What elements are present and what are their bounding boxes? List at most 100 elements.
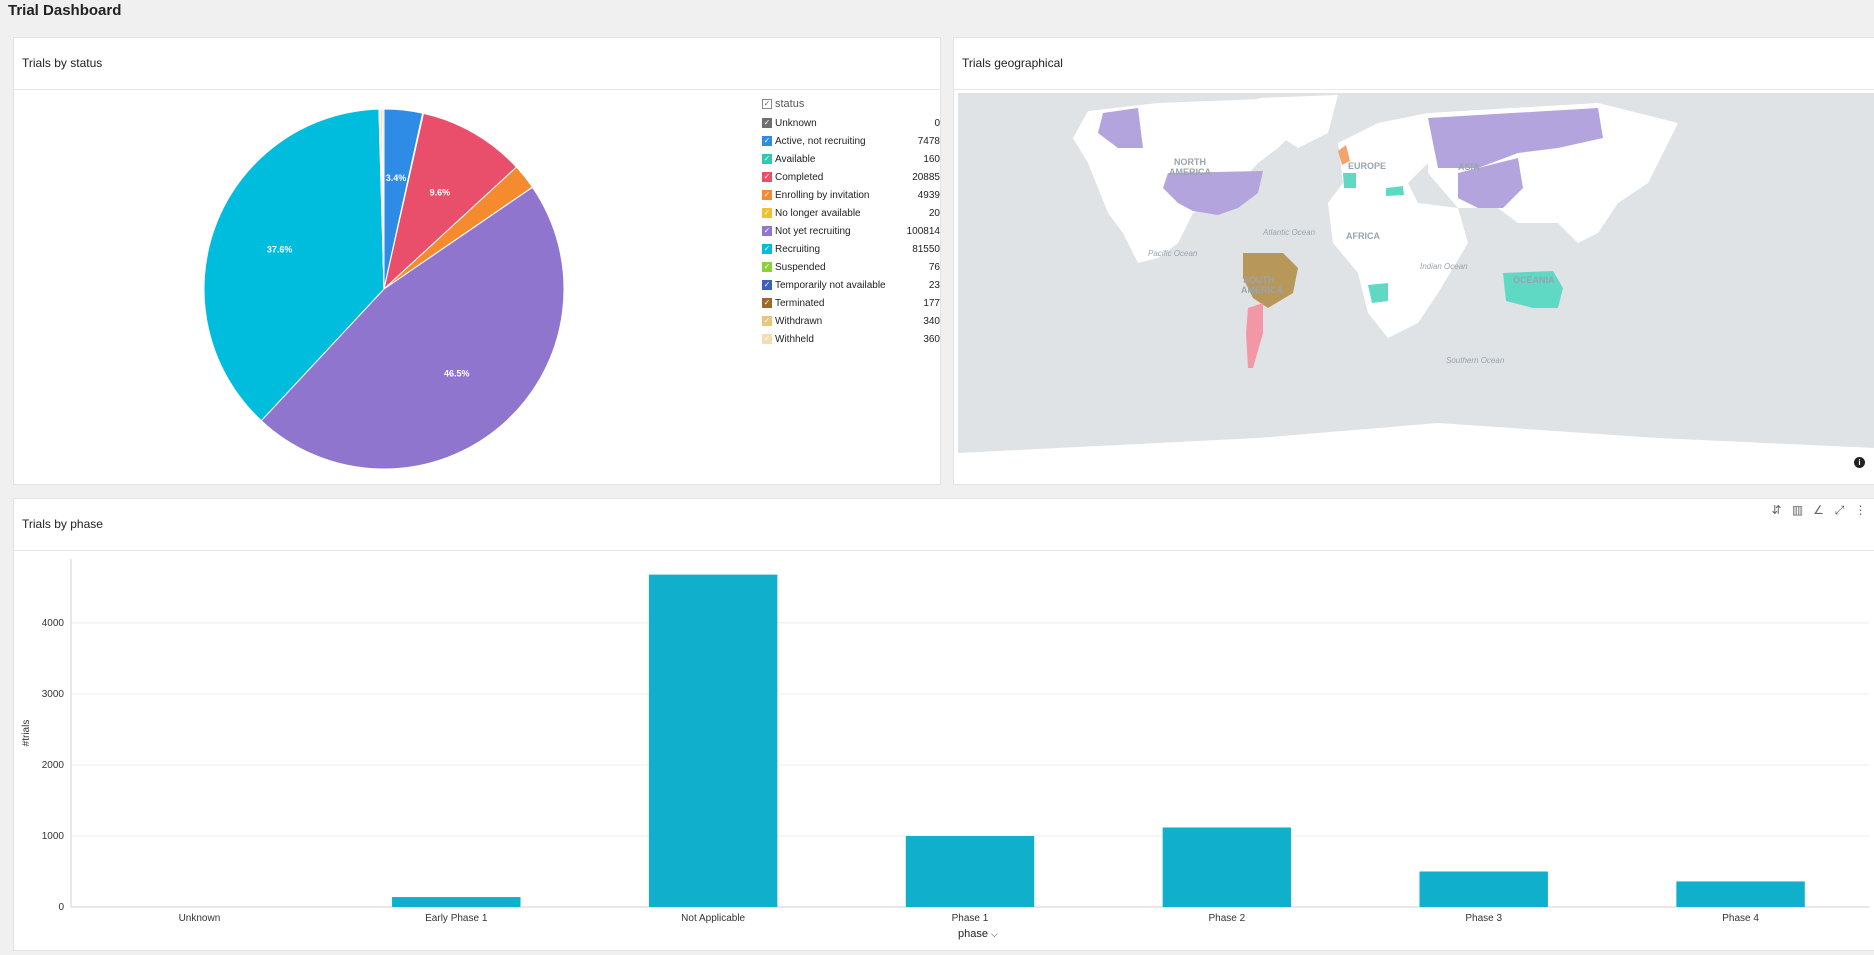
legend-checkbox[interactable]: ✓ xyxy=(762,280,772,290)
x-tick-label: Not Applicable xyxy=(681,913,745,924)
pie-slice[interactable] xyxy=(383,112,518,291)
legend-item-label: Withdrawn xyxy=(775,315,823,327)
legend-checkbox[interactable]: ✓ xyxy=(762,226,772,236)
x-axis-title-dropdown[interactable]: phase ⌵ xyxy=(958,928,998,940)
geo-panel: Trials geographical NORTH AMERICA xyxy=(953,37,1874,485)
world-map-svg: NORTH AMERICA EUROPE ASIA AFRICA SOUTH A… xyxy=(958,95,1874,476)
legend-item[interactable]: ✓ Enrolling by invitation 4939 xyxy=(762,186,942,204)
legend-checkbox[interactable]: ✓ xyxy=(762,172,772,182)
pie-slice[interactable] xyxy=(381,108,385,290)
bar[interactable] xyxy=(905,835,1035,907)
legend-item[interactable]: ✓ Available 160 xyxy=(762,150,942,168)
label-south-america-2: AMERICA xyxy=(1241,285,1283,295)
brazil-region xyxy=(1243,253,1298,308)
status-pie-chart: 3.4% 9.6% 46.5% 37.6% xyxy=(203,108,565,470)
legend-checkbox[interactable]: ✓ xyxy=(762,118,772,128)
legend-item-count: 160 xyxy=(923,153,940,165)
legend-checkbox[interactable]: ✓ xyxy=(762,334,772,344)
greenland-landmass xyxy=(1258,95,1338,148)
x-tick-label: Early Phase 1 xyxy=(425,913,488,924)
label-southern: Southern Ocean xyxy=(1446,356,1505,365)
legend-item[interactable]: ✓ Completed 20885 xyxy=(762,168,942,186)
china-region xyxy=(1458,158,1523,208)
legend-item-label: Withheld xyxy=(775,333,814,345)
legend-item[interactable]: ✓ Withdrawn 340 xyxy=(762,312,942,330)
pie-data-label: 9.6% xyxy=(430,187,451,197)
info-icon[interactable]: i xyxy=(1854,457,1865,468)
legend-item[interactable]: ✓ Unknown 0 xyxy=(762,114,942,132)
x-axis-title: phase xyxy=(958,928,988,940)
legend-item-count: 76 xyxy=(928,261,940,273)
y-tick-label: 3000 xyxy=(42,689,65,700)
label-north-america-1: NORTH xyxy=(1174,157,1206,167)
legend-item[interactable]: ✓ No longer available 20 xyxy=(762,204,942,222)
legend-checkbox[interactable]: ✓ xyxy=(762,190,772,200)
bar[interactable] xyxy=(1676,881,1805,907)
phase-panel: Trials by phase ⇵ ▥ ∠ ⤢ ⋮ 0 1000 2000 3000 4… xyxy=(13,498,1874,951)
turkey-region xyxy=(1386,186,1404,196)
bar[interactable] xyxy=(648,574,778,907)
legend-item-label: Not yet recruiting xyxy=(775,225,851,237)
legend-item-count: 340 xyxy=(923,315,940,327)
legend-checkbox[interactable]: ✓ xyxy=(762,136,772,146)
y-tick-label: 4000 xyxy=(42,618,65,629)
x-tick-label: Phase 3 xyxy=(1465,913,1502,924)
label-south-america-1: SOUTH xyxy=(1243,275,1275,285)
y-tick-label: 1000 xyxy=(42,831,65,842)
more-vertical-icon[interactable]: ⋮ xyxy=(1854,503,1867,517)
legend-item[interactable]: ✓ Withheld 360 xyxy=(762,330,942,348)
legend-item-count: 0 xyxy=(934,117,940,129)
pie-slice[interactable] xyxy=(260,186,565,470)
bar[interactable] xyxy=(1419,871,1548,907)
legend-item-label: Available xyxy=(775,153,816,165)
status-legend: ✓ status ✓ Unknown 0 ✓ Active, not recruitin… xyxy=(762,96,942,348)
south-africa-region xyxy=(1368,283,1388,303)
legend-checkbox[interactable]: ✓ xyxy=(762,208,772,218)
world-map[interactable]: NORTH AMERICA EUROPE ASIA AFRICA SOUTH A… xyxy=(958,93,1874,476)
russia-region xyxy=(1428,108,1603,168)
legend-item[interactable]: ✓ Suspended 76 xyxy=(762,258,942,276)
legend-item-label: Active, not recruiting xyxy=(775,135,866,147)
expand-icon[interactable]: ⤢ xyxy=(1834,503,1845,517)
legend-item[interactable]: ✓ Terminated 177 xyxy=(762,294,942,312)
chevron-down-icon: ⌵ xyxy=(991,929,998,939)
pie-data-label: 3.4% xyxy=(386,173,407,183)
legend-item-count: 20 xyxy=(928,207,940,219)
pie-data-label: 37.6% xyxy=(267,245,293,255)
legend-header[interactable]: ✓ status xyxy=(762,96,942,111)
bar[interactable] xyxy=(392,897,521,907)
label-north-america-2: AMERICA xyxy=(1169,167,1211,177)
europe-africa-landmass xyxy=(1328,113,1468,338)
bar-chart-icon[interactable]: ▥ xyxy=(1791,503,1804,517)
legend-item-count: 4939 xyxy=(917,189,940,201)
legend-item[interactable]: ✓ Active, not recruiting 7478 xyxy=(762,132,942,150)
label-europe: EUROPE xyxy=(1348,161,1386,171)
y-tick-label: 0 xyxy=(58,902,64,913)
bar[interactable] xyxy=(1162,827,1292,907)
legend-checkbox[interactable]: ✓ xyxy=(762,154,772,164)
page-title: Trial Dashboard xyxy=(8,2,122,19)
legend-item-label: Suspended xyxy=(775,261,826,273)
legend-select-all-checkbox[interactable]: ✓ xyxy=(762,98,772,109)
legend-item-count: 360 xyxy=(923,333,940,345)
legend-item-label: Completed xyxy=(775,171,824,183)
alaska-region xyxy=(1098,108,1143,148)
france-region xyxy=(1343,173,1356,188)
legend-checkbox[interactable]: ✓ xyxy=(762,316,772,326)
legend-item[interactable]: ✓ Temporarily not available 23 xyxy=(762,276,942,294)
label-pacific: Pacific Ocean xyxy=(1148,249,1198,258)
y-tick-label: 2000 xyxy=(42,760,65,771)
legend-item[interactable]: ✓ Not yet recruiting 100814 xyxy=(762,222,942,240)
x-tick-label: Phase 4 xyxy=(1722,913,1759,924)
sort-icon[interactable]: ⇵ xyxy=(1771,503,1782,517)
pie-slice[interactable] xyxy=(203,108,385,422)
legend-item-count: 81550 xyxy=(912,243,940,255)
usa-region xyxy=(1163,171,1263,215)
antarctica-landmass xyxy=(958,423,1874,476)
legend-checkbox[interactable]: ✓ xyxy=(762,298,772,308)
legend-item[interactable]: ✓ Recruiting 81550 xyxy=(762,240,942,258)
legend-checkbox[interactable]: ✓ xyxy=(762,262,772,272)
legend-checkbox[interactable]: ✓ xyxy=(762,244,772,254)
legend-item-label: Temporarily not available xyxy=(775,279,886,291)
line-chart-icon[interactable]: ∠ xyxy=(1813,503,1824,517)
